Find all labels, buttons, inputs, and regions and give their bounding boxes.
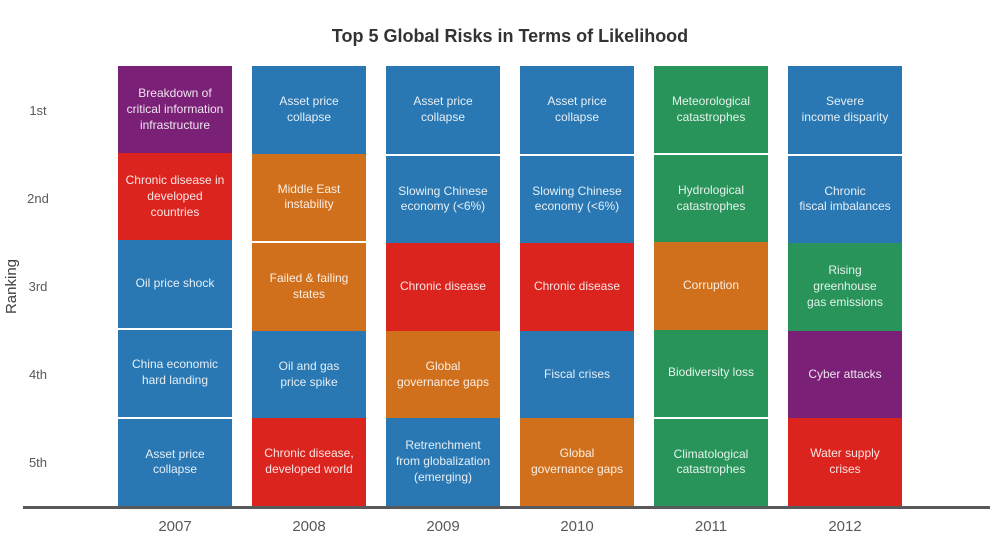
risk-cell: Oil price shock	[118, 240, 232, 328]
year-label: 2010	[560, 518, 594, 535]
risk-cell: Corruption	[654, 242, 768, 330]
risk-cell: Severe income disparity	[788, 66, 902, 154]
risk-cell: Fiscal crises	[520, 330, 634, 419]
year-column: Meteorological catastrophes Hydrological …	[654, 66, 768, 507]
risk-cell: Biodiversity loss	[654, 329, 768, 417]
year-column: Severe income disparity Chronic fiscal im…	[788, 66, 902, 506]
year-column: Asset price collapse Middle East instabil…	[252, 66, 366, 506]
risk-cell: Asset price collapse	[252, 66, 366, 154]
risk-cell: Breakdown of critical information infras…	[118, 66, 232, 154]
risk-cell: Cyber attacks	[788, 330, 902, 419]
risk-cell: Middle East instability	[252, 153, 366, 242]
risk-cell: Slowing Chinese economy (<6%)	[386, 153, 500, 244]
risk-cell: Chronic disease, developed world	[252, 418, 366, 506]
risk-cell: Hydrological catastrophes	[654, 153, 768, 243]
risk-cell: Chronic disease in developed countries	[118, 153, 232, 241]
year-label: 2008	[292, 518, 326, 535]
risk-cell: Meteorological catastrophes	[654, 66, 768, 154]
year-label: 2009	[426, 518, 460, 535]
rank-label: 1st	[29, 102, 47, 118]
risk-cell: China economic hard landing	[118, 327, 232, 417]
risk-cell: Global governance gaps	[386, 330, 500, 419]
chart-title: Top 5 Global Risks in Terms of Likelihoo…	[331, 26, 689, 46]
risk-cell: Slowing Chinese economy (<6%)	[520, 153, 634, 244]
year-label: 2011	[694, 518, 728, 535]
rank-axis: 1st 2nd 3rd 4th 5th	[10, 66, 66, 506]
risk-cell: Retrenchment from globalization (emergin…	[386, 418, 500, 506]
rank-label: 5th	[28, 454, 48, 470]
x-axis-line	[23, 506, 990, 509]
year-column: Asset price collapse Slowing Chinese econ…	[520, 66, 634, 506]
risk-cell: Rising greenhouse gas emissions	[788, 243, 902, 331]
risk-cell: Asset price collapse	[386, 66, 500, 154]
risk-cell: Climatological catastrophes	[654, 416, 768, 507]
risk-cell: Global governance gaps	[520, 418, 634, 506]
year-column: Breakdown of critical information infras…	[118, 66, 232, 507]
year-label: 2007	[158, 518, 192, 535]
year-axis: 2007 2008 2009 2010 2011 2012	[118, 518, 902, 535]
risk-cell: Water supply crises	[788, 418, 902, 506]
rank-label: 3rd	[28, 278, 48, 294]
risk-cell: Chronic disease	[520, 243, 634, 331]
rank-label: 4th	[28, 366, 48, 382]
risk-cell: Chronic disease	[386, 243, 500, 331]
risk-cell: Asset price collapse	[520, 66, 634, 154]
risk-cell: Chronic fiscal imbalances	[788, 153, 902, 244]
year-column: Asset price collapse Slowing Chinese econ…	[386, 66, 500, 506]
risk-cell: Failed & failing states	[252, 241, 366, 331]
risk-cell: Asset price collapse	[118, 416, 232, 507]
risk-columns: Breakdown of critical information infras…	[118, 66, 902, 507]
year-label: 2012	[828, 518, 862, 535]
rank-label: 2nd	[27, 190, 49, 206]
risk-cell: Oil and gas price spike	[252, 330, 366, 419]
